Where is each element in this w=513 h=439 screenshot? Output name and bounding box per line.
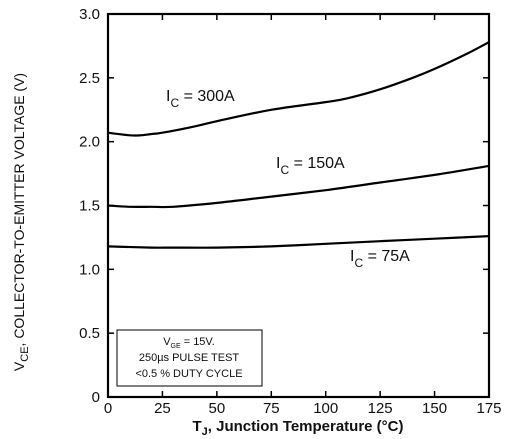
- svg-text:250µs PULSE TEST: 250µs PULSE TEST: [139, 352, 240, 364]
- series-label-75a: IC = 75A: [350, 248, 410, 270]
- x-tick-label: 0: [104, 400, 112, 417]
- y-tick-label: 0.5: [79, 325, 100, 342]
- curve-ic-75a: [107, 235, 490, 249]
- y-tick-label: 2.5: [79, 70, 100, 87]
- curve-ic-300a: [107, 41, 490, 137]
- y-tick-labels: 0 0.5 1.0 1.5 2.0 2.5 3.0: [79, 6, 100, 406]
- y-tick-label: 1.0: [79, 261, 100, 278]
- svg-text:<0.5 % DUTY CYCLE: <0.5 % DUTY CYCLE: [135, 368, 242, 380]
- y-tick-label: 2.0: [79, 134, 100, 151]
- svg-text:VGE = 15V.: VGE = 15V.: [163, 336, 215, 350]
- x-tick-label: 175: [476, 400, 501, 417]
- x-tick-label: 75: [263, 400, 280, 417]
- y-axis-label: VCE, COLLECTOR-TO-EMITTER VOLTAGE (V): [11, 73, 31, 371]
- series-label-300a: IC = 300A: [166, 88, 235, 110]
- x-axis-label: TJ, Junction Temperature (°C): [192, 418, 403, 438]
- curve-ic-150a: [107, 164, 490, 209]
- y-tick-label: 0: [92, 389, 100, 406]
- x-tick-labels: 0 25 50 75 100 125 150 175: [104, 400, 502, 417]
- series-label-150a: IC = 150A: [276, 155, 345, 177]
- data-series: [107, 41, 490, 249]
- test-conditions-box: VGE = 15V. 250µs PULSE TEST <0.5 % DUTY …: [116, 329, 263, 387]
- y-tick-label: 3.0: [79, 6, 100, 23]
- x-tick-label: 150: [422, 400, 447, 417]
- series-label-75a-bg: [347, 244, 429, 268]
- y-tick-label: 1.5: [79, 198, 100, 215]
- plot-frame: [106, 12, 491, 399]
- x-tick-label: 50: [209, 400, 226, 417]
- x-tick-label: 125: [368, 400, 393, 417]
- x-tick-label: 100: [313, 400, 338, 417]
- x-tick-label: 25: [154, 400, 171, 417]
